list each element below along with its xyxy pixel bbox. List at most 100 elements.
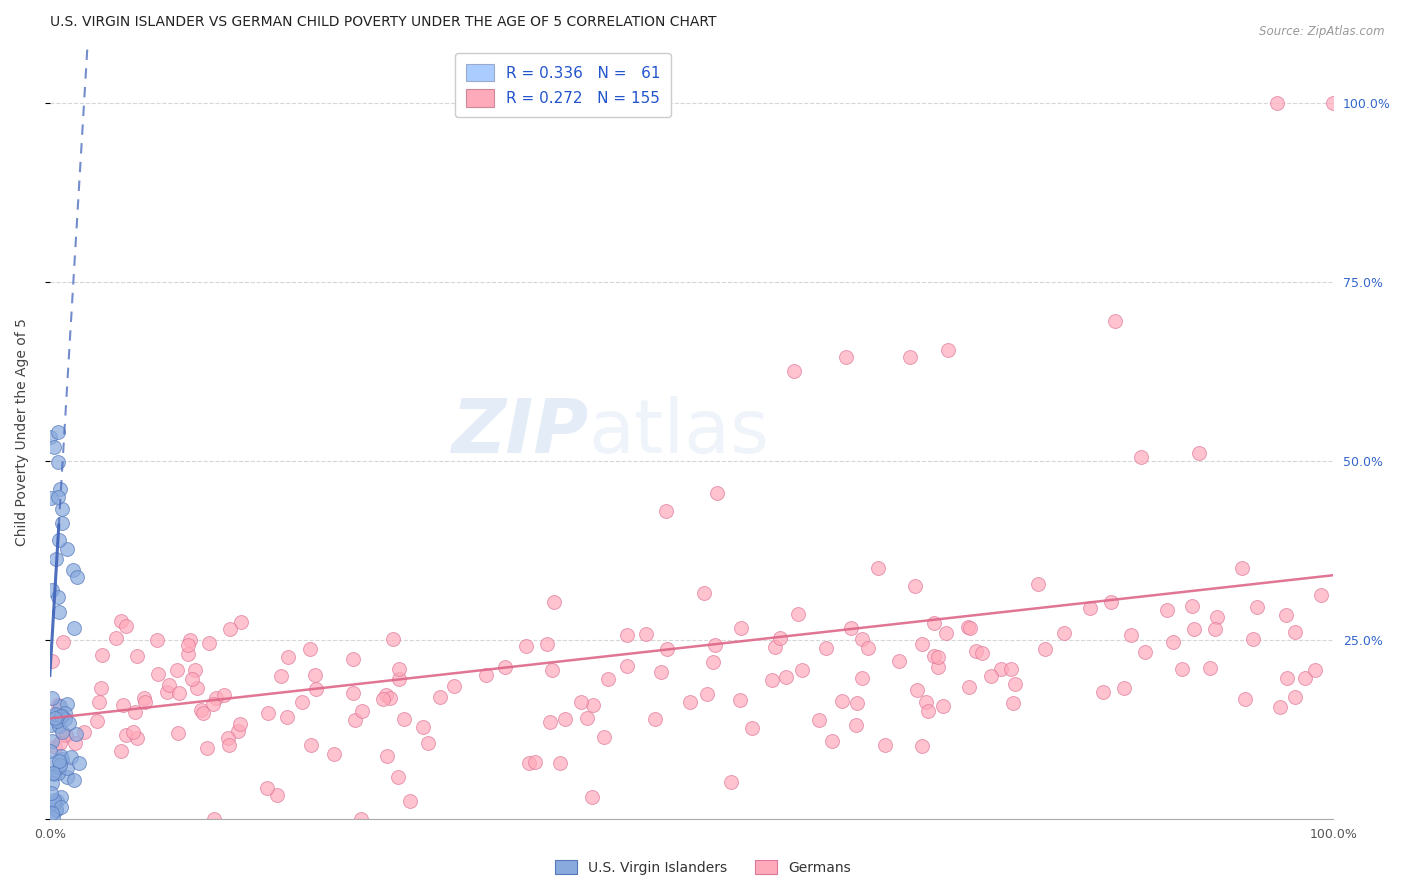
Point bbox=[46, 455, 69, 469]
Point bbox=[352, 704, 374, 718]
Point bbox=[1303, 663, 1326, 677]
Point bbox=[53, 712, 76, 726]
Point bbox=[44, 706, 66, 721]
Point bbox=[636, 627, 658, 641]
Point bbox=[39, 491, 62, 505]
Point bbox=[41, 690, 63, 705]
Point bbox=[1246, 599, 1268, 614]
Point bbox=[412, 720, 434, 734]
Point bbox=[387, 770, 409, 784]
Point bbox=[1230, 561, 1253, 575]
Point bbox=[1000, 662, 1022, 676]
Point bbox=[1028, 577, 1050, 591]
Point bbox=[704, 638, 727, 652]
Point bbox=[66, 570, 89, 584]
Point bbox=[56, 698, 79, 712]
Point bbox=[48, 605, 70, 619]
Point bbox=[67, 756, 90, 770]
Point bbox=[191, 706, 214, 720]
Point bbox=[845, 718, 868, 732]
Point bbox=[55, 728, 77, 742]
Point bbox=[186, 681, 208, 695]
Point bbox=[1284, 690, 1306, 704]
Point bbox=[1033, 642, 1056, 657]
Point bbox=[157, 678, 180, 692]
Point bbox=[110, 744, 132, 758]
Point bbox=[229, 717, 252, 731]
Point bbox=[56, 761, 79, 775]
Point bbox=[1129, 450, 1152, 464]
Point bbox=[889, 655, 911, 669]
Point bbox=[1310, 588, 1333, 602]
Point bbox=[382, 632, 405, 646]
Point bbox=[1199, 661, 1222, 675]
Point bbox=[323, 747, 346, 761]
Point bbox=[821, 734, 844, 748]
Point bbox=[277, 650, 299, 665]
Point bbox=[1204, 622, 1226, 636]
Point bbox=[541, 663, 564, 677]
Point bbox=[39, 744, 62, 758]
Point bbox=[350, 812, 373, 826]
Point bbox=[720, 775, 742, 789]
Point bbox=[543, 595, 565, 609]
Point bbox=[1275, 671, 1298, 685]
Point bbox=[49, 482, 72, 496]
Point bbox=[41, 718, 63, 732]
Point bbox=[538, 714, 561, 729]
Point bbox=[218, 622, 240, 636]
Point bbox=[1170, 662, 1192, 676]
Point bbox=[763, 640, 786, 655]
Point bbox=[52, 728, 75, 742]
Point bbox=[167, 686, 190, 700]
Point bbox=[73, 724, 96, 739]
Point bbox=[56, 542, 79, 557]
Point bbox=[1284, 624, 1306, 639]
Point bbox=[644, 712, 666, 726]
Point bbox=[1112, 681, 1135, 696]
Point bbox=[475, 667, 498, 681]
Point bbox=[616, 658, 638, 673]
Point bbox=[866, 561, 889, 575]
Point bbox=[775, 669, 797, 683]
Point bbox=[873, 738, 896, 752]
Point bbox=[41, 806, 63, 821]
Point bbox=[342, 686, 364, 700]
Point bbox=[41, 583, 63, 598]
Point bbox=[51, 709, 73, 723]
Point bbox=[429, 690, 451, 704]
Point bbox=[51, 502, 73, 516]
Point bbox=[922, 616, 945, 631]
Point bbox=[394, 712, 416, 726]
Point bbox=[217, 731, 239, 745]
Point bbox=[305, 681, 328, 696]
Point bbox=[42, 767, 65, 781]
Point bbox=[596, 673, 619, 687]
Point bbox=[548, 756, 571, 770]
Point bbox=[851, 632, 873, 647]
Point bbox=[45, 803, 67, 817]
Point bbox=[769, 631, 792, 645]
Point bbox=[957, 680, 980, 694]
Point bbox=[298, 642, 321, 657]
Point bbox=[536, 637, 558, 651]
Point bbox=[270, 668, 292, 682]
Point bbox=[51, 752, 73, 766]
Point bbox=[1270, 700, 1292, 714]
Point bbox=[554, 712, 576, 726]
Point bbox=[856, 641, 879, 656]
Point bbox=[783, 364, 806, 378]
Point bbox=[1001, 696, 1024, 710]
Point bbox=[41, 654, 63, 668]
Point bbox=[786, 607, 808, 622]
Point bbox=[51, 790, 73, 805]
Point bbox=[62, 621, 84, 635]
Point bbox=[299, 738, 322, 752]
Point bbox=[936, 343, 959, 357]
Point bbox=[517, 756, 540, 771]
Point bbox=[202, 812, 225, 826]
Point bbox=[111, 698, 134, 713]
Point bbox=[63, 772, 86, 787]
Point bbox=[730, 622, 752, 636]
Point bbox=[1078, 601, 1101, 615]
